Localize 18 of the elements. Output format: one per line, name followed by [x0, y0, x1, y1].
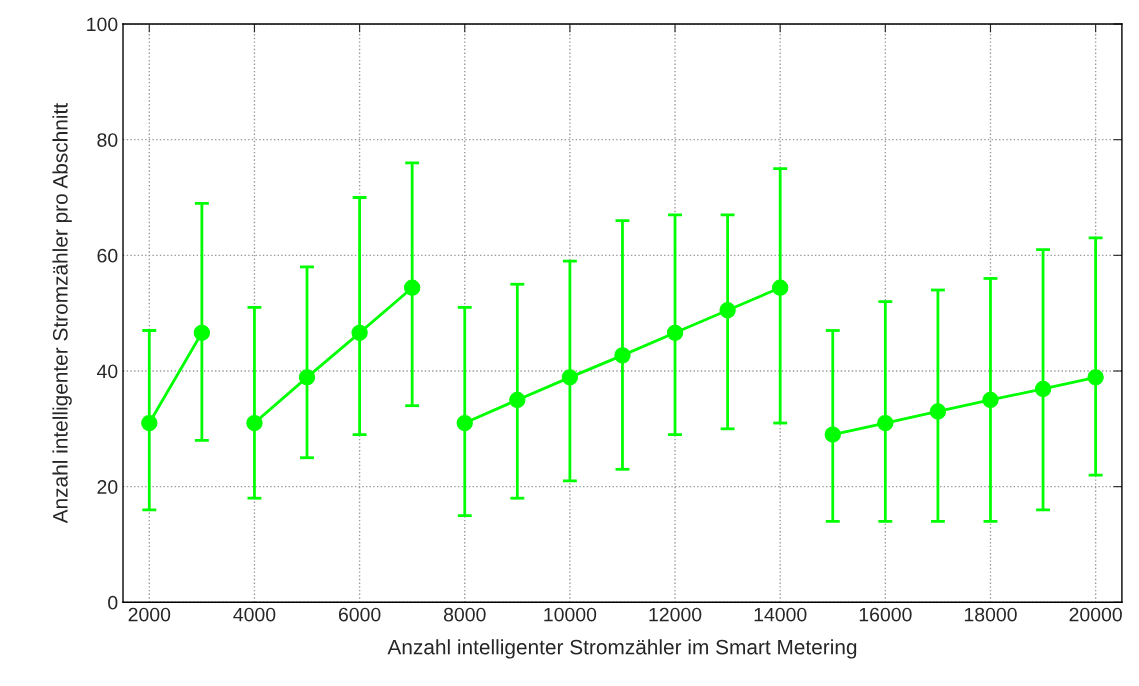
- x-axis-title: Anzahl intelligenter Stromzähler im Smart Metering: [387, 639, 857, 659]
- x-tick-label: 16000: [859, 607, 912, 622]
- y-tick-label: 40: [96, 364, 118, 379]
- x-tick-label: 6000: [338, 607, 381, 622]
- x-tick-label: 20000: [1069, 607, 1122, 622]
- y-tick-label: 60: [97, 248, 118, 263]
- x-tick-label: 10000: [544, 607, 597, 622]
- x-tick-label: 4000: [233, 607, 276, 622]
- y-axis-title: Anzahl intelligenter Stromzähler pro Abschnitt: [52, 103, 72, 524]
- x-tick-label: 18000: [964, 607, 1017, 622]
- y-tick-label: 20: [97, 480, 118, 494]
- y-tick-label: 0: [108, 595, 118, 610]
- x-tick-label: 8000: [443, 607, 486, 622]
- y-tick-label: 100: [87, 17, 118, 32]
- y-tick-label: 80: [97, 133, 118, 147]
- x-tick-label: 12000: [649, 607, 702, 622]
- x-tick-label: 14000: [754, 607, 807, 622]
- x-tick-label: 2000: [128, 607, 171, 622]
